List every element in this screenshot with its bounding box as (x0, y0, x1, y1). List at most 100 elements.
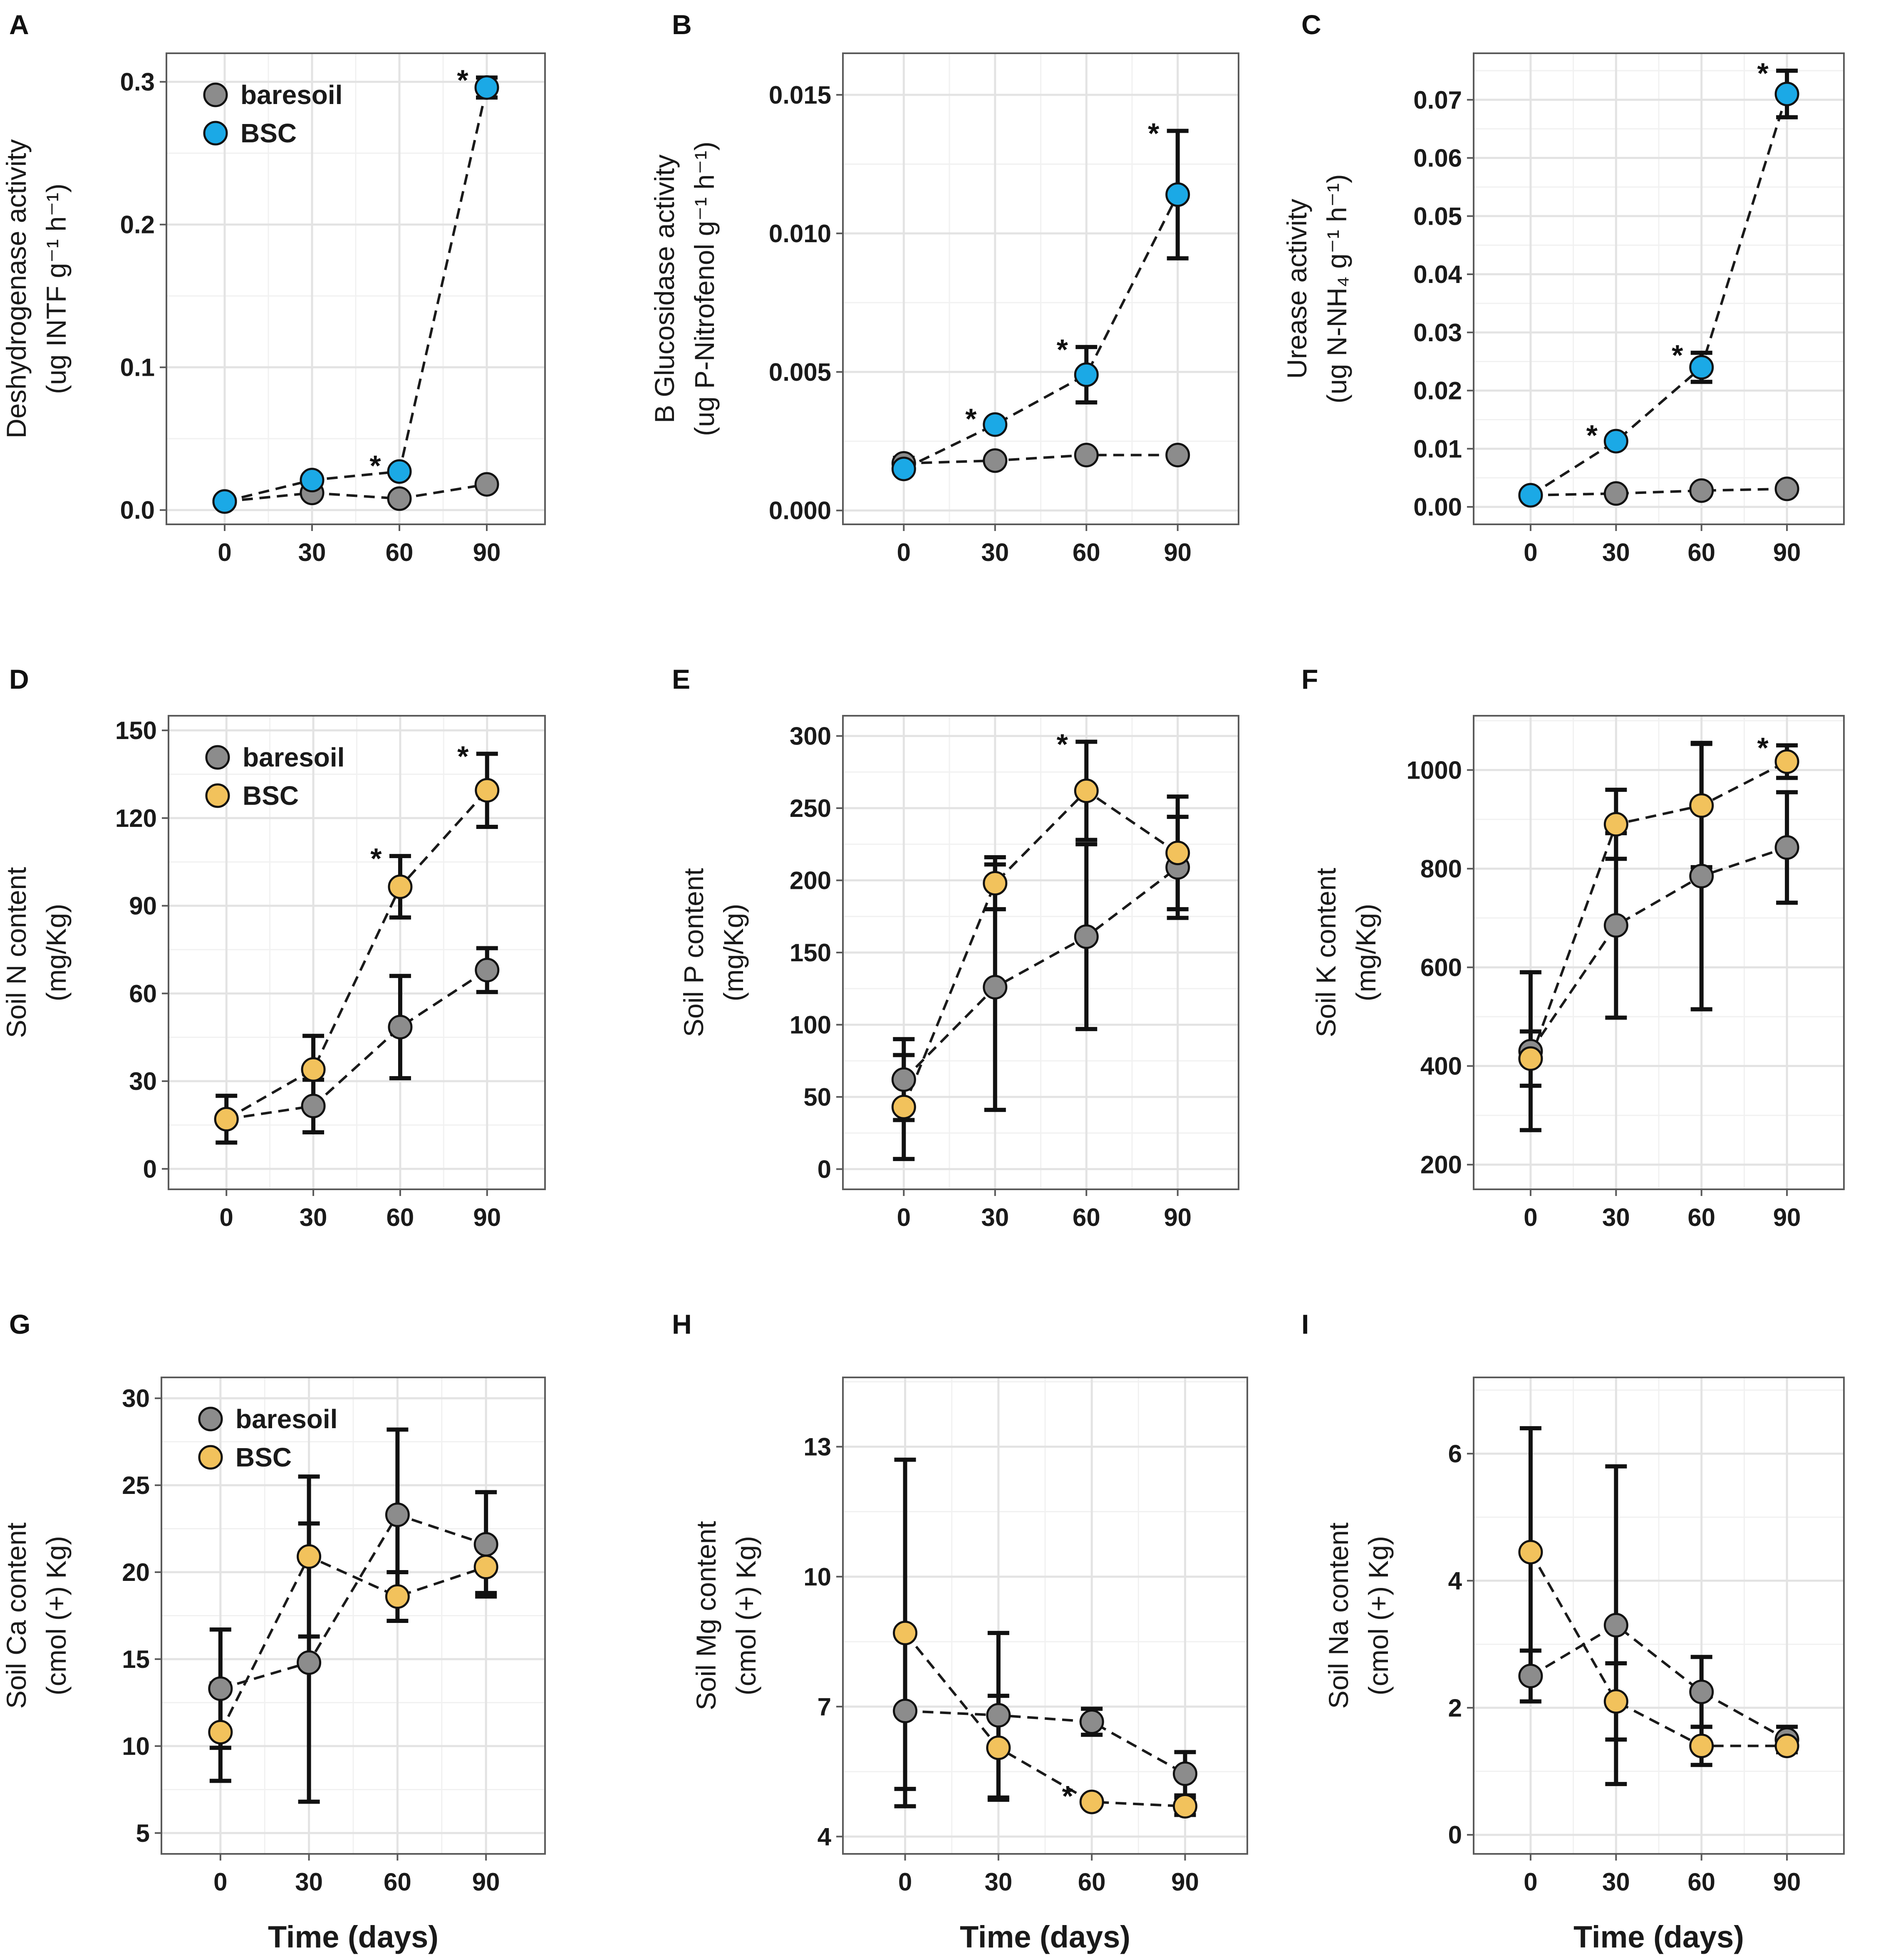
panel-b: B 0.000 0.005 0.010 0.015 0 30 60 90 B Glucosidas… (649, 9, 1239, 566)
plot-frame (168, 715, 546, 1190)
y-axis-label: Soil N content (1, 867, 32, 1038)
point-bsc (1774, 1733, 1799, 1758)
y-tick-label: 0.000 (769, 497, 831, 525)
x-tick-label: 30 (1602, 538, 1630, 566)
legend-label-bsc: BSC (235, 1442, 292, 1472)
x-tick-label: 90 (473, 538, 501, 566)
panel-letter: G (9, 1309, 30, 1340)
x-tick-label: 60 (1073, 1203, 1100, 1231)
point-bsc (1689, 793, 1714, 818)
x-tick-label: 30 (981, 538, 1009, 566)
legend-label-baresoil: baresoil (240, 80, 342, 110)
x-tick-label: 90 (1164, 538, 1192, 566)
x-tick-label: 30 (300, 1203, 327, 1231)
point-bsc (1774, 749, 1799, 774)
panel-letter: C (1301, 9, 1321, 40)
legend: baresoil BSC (205, 742, 344, 811)
point-baresoil (1172, 1761, 1197, 1786)
point-baresoil (893, 1699, 918, 1723)
panel-f: F 200 400 600 800 1000 0 30 60 90 Soil K content (m… (1301, 664, 1845, 1231)
x-tick-label: 60 (386, 538, 414, 566)
point-baresoil (1074, 443, 1099, 468)
y-tick-label: 0 (1448, 1821, 1462, 1849)
point-bsc (385, 1584, 410, 1609)
point-bsc (983, 412, 1008, 437)
series-line-baresoil (220, 1513, 487, 1690)
y-tick-label: 0.05 (1413, 202, 1462, 230)
legend-marker-baresoil (198, 1407, 223, 1432)
panel-c: C 0.00 0.01 0.02 0.03 0.04 0.05 0.06 0.07 0 30 60 90… (1281, 9, 1845, 566)
significance-star: * (369, 449, 381, 482)
point-bsc (891, 457, 916, 481)
legend-label-bsc: BSC (243, 781, 299, 811)
y-tick-label: 5 (136, 1819, 150, 1847)
y-tick-label: 120 (115, 804, 157, 832)
y-axis-label: B Glucosidase activity (649, 154, 680, 423)
point-bsc (473, 1554, 498, 1579)
y-tick-label: 10 (122, 1732, 150, 1760)
y-tick-label: 7 (818, 1693, 831, 1721)
y-axis-label: Soil P content (678, 868, 709, 1037)
point-baresoil (474, 472, 499, 497)
y-tick-label: 0.3 (120, 68, 155, 96)
point-baresoil (1079, 1709, 1104, 1734)
point-baresoil (1603, 913, 1628, 938)
point-bsc (983, 871, 1008, 896)
x-tick-label: 0 (898, 1868, 912, 1896)
point-bsc (297, 1544, 322, 1569)
y-tick-label: 600 (1420, 954, 1462, 982)
legend-marker-bsc (198, 1445, 223, 1470)
plot-frame (1473, 1377, 1845, 1855)
point-bsc (1172, 1794, 1197, 1819)
y-axis-label: Soil Mg content (691, 1521, 721, 1710)
point-baresoil (388, 1015, 413, 1040)
y-axis-units: (cmol (+) Kg) (1363, 1536, 1394, 1695)
significance-star: * (1672, 339, 1683, 372)
y-tick-label: 90 (129, 892, 157, 920)
series-line-bsc (219, 1555, 487, 1733)
point-bsc (1518, 1046, 1543, 1071)
x-tick-label: 90 (472, 1868, 500, 1896)
y-tick-label: 50 (803, 1083, 831, 1111)
significance-star: * (1057, 333, 1068, 366)
point-bsc (214, 1107, 239, 1131)
point-baresoil (475, 958, 500, 982)
point-bsc (1774, 82, 1799, 107)
y-tick-label: 150 (790, 939, 831, 967)
point-bsc (986, 1735, 1011, 1760)
point-baresoil (1774, 476, 1799, 501)
x-tick-label: 90 (1164, 1203, 1192, 1231)
y-axis-label: Deshydrogenase activity (1, 139, 32, 438)
point-baresoil (1603, 1613, 1628, 1637)
x-tick-label: 90 (1773, 1868, 1801, 1896)
x-tick-label: 90 (1773, 1203, 1801, 1231)
y-tick-label: 0 (143, 1155, 157, 1183)
panel-d: D 0 30 60 90 120 150 0 30 60 90 Soil N content (mg/K… (1, 664, 546, 1231)
y-axis-units: (ug INTF g⁻¹ h⁻¹) (41, 184, 72, 394)
significance-star: * (1757, 732, 1769, 764)
y-tick-label: 2 (1448, 1694, 1462, 1722)
x-tick-label: 0 (897, 1203, 911, 1231)
point-bsc (474, 75, 499, 100)
point-bsc (208, 1719, 233, 1744)
panel-letter: I (1301, 1309, 1309, 1340)
x-tick-label: 0 (220, 1203, 233, 1231)
x-tick-label: 0 (1524, 1203, 1537, 1231)
y-tick-label: 0.1 (120, 354, 155, 382)
plot-frame (166, 52, 546, 525)
y-tick-label: 0.01 (1413, 435, 1462, 463)
x-tick-label: 0 (897, 538, 911, 566)
series-line-bsc (1529, 1551, 1787, 1747)
panel-h: H 4 7 10 13 0 30 60 90 Soil Mg content (cmol (+) K… (672, 1309, 1248, 1954)
series-line-baresoil (1530, 487, 1787, 497)
legend: baresoil BSC (198, 1404, 337, 1472)
y-tick-label: 0.010 (769, 220, 831, 248)
y-tick-label: 1000 (1407, 756, 1462, 784)
significance-star: * (1586, 419, 1598, 452)
x-axis-title: Time (days) (1573, 1920, 1744, 1954)
y-tick-label: 4 (1448, 1567, 1462, 1595)
point-baresoil (1603, 481, 1628, 506)
point-bsc (1165, 841, 1190, 866)
legend-label-baresoil: baresoil (243, 742, 344, 772)
plot-frame (842, 52, 1239, 525)
